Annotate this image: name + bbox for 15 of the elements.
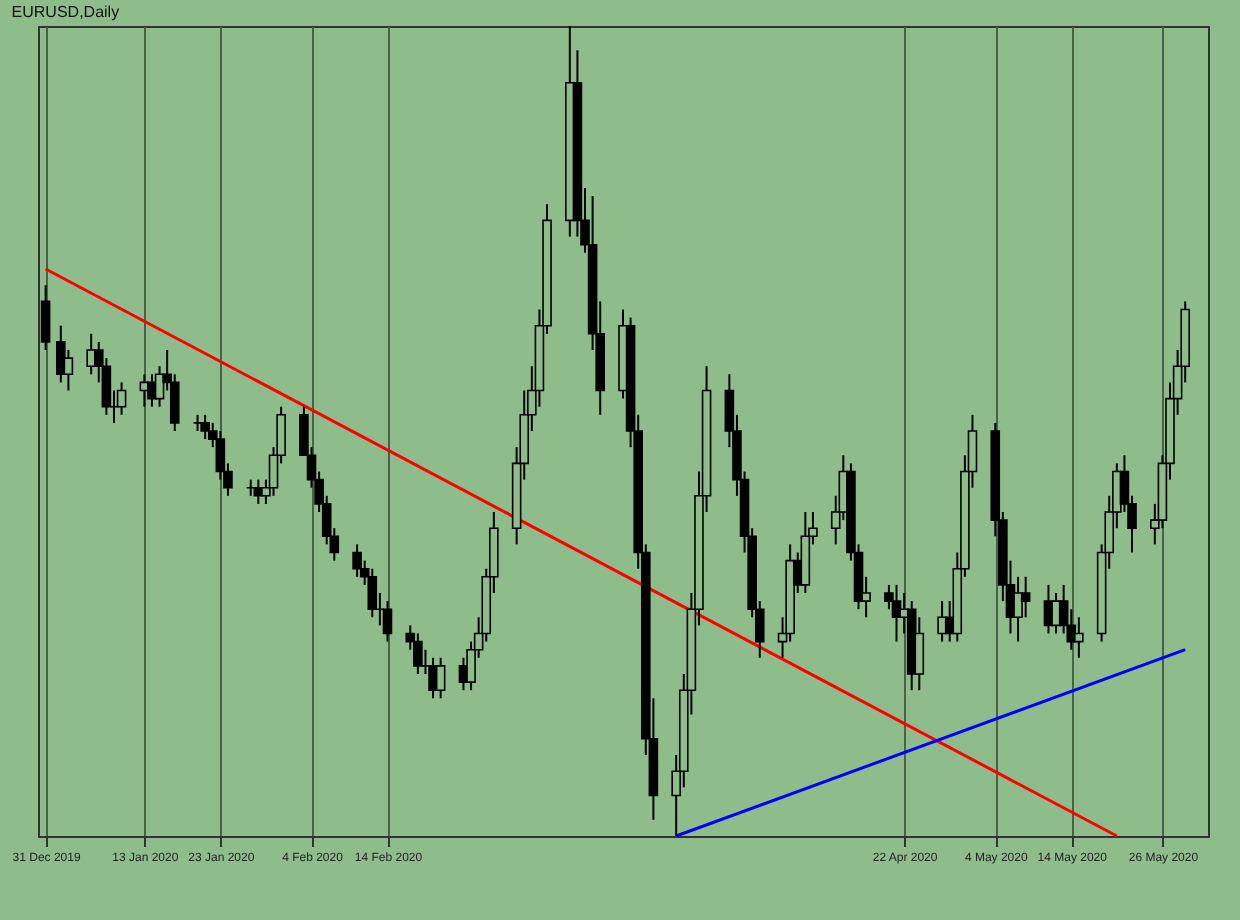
candlestick (382, 600, 393, 643)
candlestick (352, 543, 362, 578)
candlestick (435, 656, 446, 700)
candlestick (413, 632, 423, 675)
candlestick (1020, 575, 1031, 619)
candlestick (116, 381, 127, 416)
candlestick (200, 413, 210, 441)
candlestick (914, 616, 925, 692)
candlestick (55, 324, 66, 384)
chart-title: EURUSD,Daily (11, 3, 120, 21)
candlestick (1013, 575, 1023, 643)
candlestick (1074, 616, 1084, 659)
candlestick (63, 349, 74, 392)
candlestick (367, 567, 378, 619)
candlestick (40, 284, 51, 351)
